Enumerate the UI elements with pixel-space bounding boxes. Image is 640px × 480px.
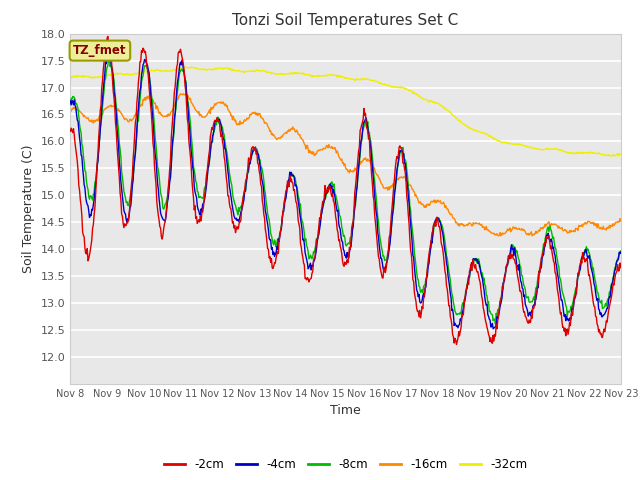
Text: TZ_fmet: TZ_fmet xyxy=(73,44,127,57)
Title: Tonzi Soil Temperatures Set C: Tonzi Soil Temperatures Set C xyxy=(232,13,459,28)
X-axis label: Time: Time xyxy=(330,405,361,418)
Y-axis label: Soil Temperature (C): Soil Temperature (C) xyxy=(22,144,35,273)
Legend: -2cm, -4cm, -8cm, -16cm, -32cm: -2cm, -4cm, -8cm, -16cm, -32cm xyxy=(159,454,532,476)
